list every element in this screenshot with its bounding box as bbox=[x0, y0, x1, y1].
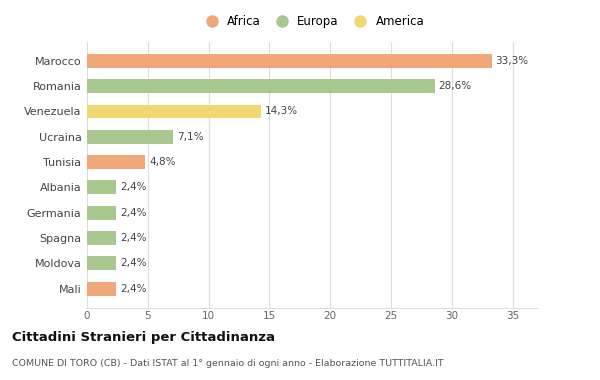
Bar bbox=[87, 130, 173, 144]
Text: 2,4%: 2,4% bbox=[120, 208, 146, 218]
Bar bbox=[87, 231, 116, 245]
Text: 28,6%: 28,6% bbox=[439, 81, 472, 91]
Bar bbox=[87, 105, 261, 119]
Text: 7,1%: 7,1% bbox=[177, 132, 203, 142]
Text: 2,4%: 2,4% bbox=[120, 284, 146, 294]
Legend: Africa, Europa, America: Africa, Europa, America bbox=[197, 13, 427, 30]
Text: 33,3%: 33,3% bbox=[496, 56, 529, 66]
Text: Cittadini Stranieri per Cittadinanza: Cittadini Stranieri per Cittadinanza bbox=[12, 331, 275, 344]
Text: 2,4%: 2,4% bbox=[120, 182, 146, 192]
Bar bbox=[87, 256, 116, 271]
Text: 4,8%: 4,8% bbox=[149, 157, 176, 167]
Text: 2,4%: 2,4% bbox=[120, 258, 146, 268]
Text: COMUNE DI TORO (CB) - Dati ISTAT al 1° gennaio di ogni anno - Elaborazione TUTTI: COMUNE DI TORO (CB) - Dati ISTAT al 1° g… bbox=[12, 359, 443, 368]
Bar bbox=[87, 155, 145, 169]
Bar bbox=[87, 206, 116, 220]
Bar bbox=[87, 282, 116, 296]
Bar bbox=[87, 54, 492, 68]
Text: 2,4%: 2,4% bbox=[120, 233, 146, 243]
Bar bbox=[87, 79, 435, 93]
Bar bbox=[87, 180, 116, 195]
Text: 14,3%: 14,3% bbox=[265, 106, 298, 117]
